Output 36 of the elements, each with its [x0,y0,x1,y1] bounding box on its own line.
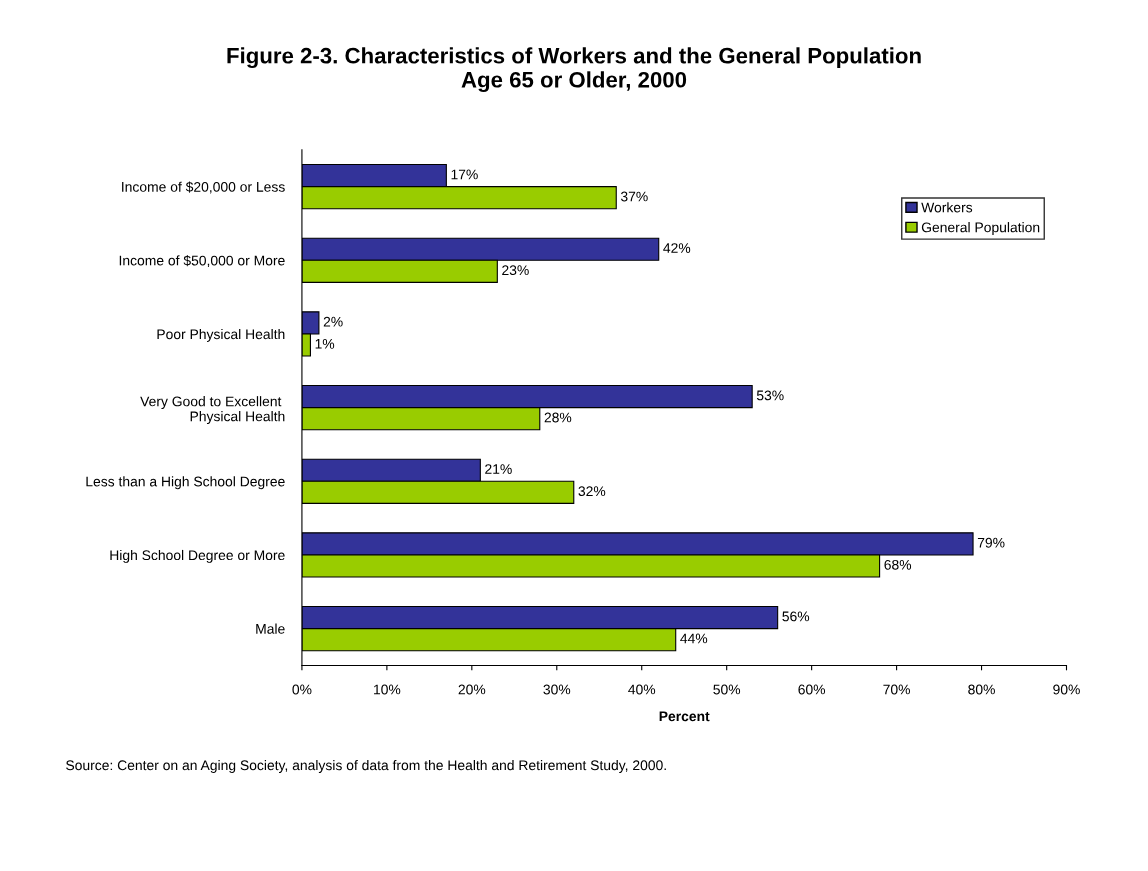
x-tick-label: 10% [374,684,401,695]
legend-label: Workers [921,202,973,213]
chart-title: Figure 2-3. Characteristics of Workers and the General Population Age 65 or Older, 2000 [227,47,921,93]
x-tick-label: 50% [713,684,741,695]
data-label: 32% [578,486,606,497]
data-label: 21% [485,464,512,474]
x-tick-label: 20% [458,684,486,695]
data-label: 79% [977,537,1005,548]
data-label: 2% [323,316,343,327]
x-tick-label: 30% [543,684,571,695]
y-tick-label: Male [256,623,285,634]
data-label: 68% [884,559,912,570]
x-tick-label: 80% [968,684,995,695]
x-tick-label: 70% [883,684,910,695]
y-tick-label: High School Degree or More [110,549,285,563]
data-label: 1% [315,338,335,349]
data-label: 37% [620,191,648,202]
data-label: 53% [756,390,784,401]
data-label: 44% [680,633,708,644]
data-label: 17% [451,169,478,180]
x-tick-label: 40% [628,684,656,695]
y-tick-label: Income of $20,000 or Less [122,181,285,194]
y-tick-label: Poor Physical Health [157,328,285,342]
x-axis-title: Percent [659,711,710,722]
x-tick-label: 90% [1053,684,1080,695]
x-tick-label: 0% [292,684,312,695]
data-label: 23% [502,265,529,276]
y-tick-label: Very Good to Excellent Physical Health [140,396,285,425]
data-label: 28% [544,412,572,423]
data-label: 42% [663,243,691,253]
legend-label: General Population [921,222,1040,236]
x-tick-label: 60% [798,684,826,695]
y-tick-label: Income of $50,000 or More [119,255,285,268]
data-label: 56% [782,611,810,622]
y-tick-label: Less than a High School Degree [86,476,285,490]
source-note: Source: Center on an Aging Society, analysis of data from the Health and Retirement Study, 2000. [66,760,666,773]
